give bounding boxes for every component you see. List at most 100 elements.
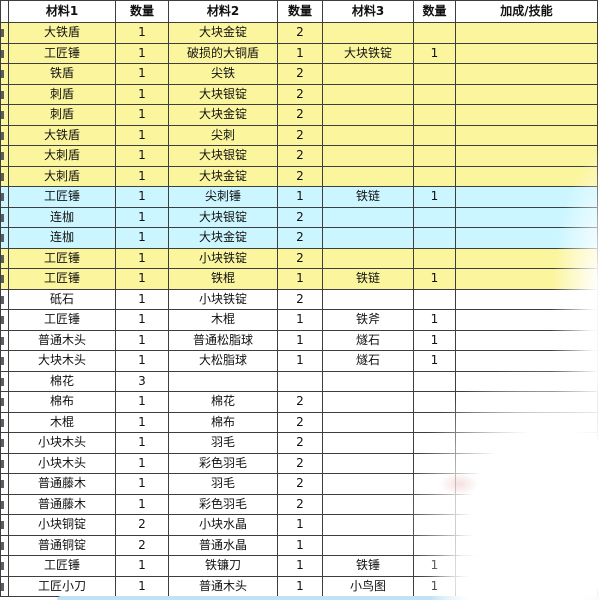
- cell-material3[interactable]: [322, 370, 414, 392]
- cell-bonus-skill[interactable]: [455, 391, 598, 413]
- col-header-qty2[interactable]: 数量: [277, 0, 323, 23]
- cell-qty1[interactable]: 1: [115, 247, 169, 269]
- cell-bonus-skill[interactable]: [455, 247, 598, 269]
- cell-bonus-skill[interactable]: [455, 350, 598, 372]
- cell-qty1[interactable]: 1: [115, 206, 169, 228]
- cell-qty1[interactable]: 1: [115, 268, 169, 290]
- cell-qty3[interactable]: [413, 452, 456, 474]
- cell-qty3[interactable]: [413, 63, 456, 85]
- cell-qty1[interactable]: 1: [115, 83, 169, 105]
- cell-bonus-skill[interactable]: [455, 104, 598, 126]
- cell-material1[interactable]: 工匠锤: [8, 268, 116, 290]
- cell-qty2[interactable]: 2: [277, 63, 323, 85]
- cell-material2[interactable]: 羽毛: [168, 473, 278, 495]
- cell-qty3[interactable]: 1: [413, 268, 456, 290]
- cell-material1[interactable]: 小块木头: [8, 452, 116, 474]
- cell-qty3[interactable]: 1: [413, 575, 456, 597]
- cell-bonus-skill[interactable]: [455, 22, 598, 44]
- cell-material2[interactable]: 彩色羽毛: [168, 493, 278, 515]
- cell-qty3[interactable]: [413, 493, 456, 515]
- cell-material2[interactable]: 铁镰刀: [168, 555, 278, 577]
- cell-qty3[interactable]: [413, 514, 456, 536]
- col-header-material3[interactable]: 材料3: [322, 0, 414, 23]
- cell-material1[interactable]: 刺盾: [8, 104, 116, 126]
- cell-material1[interactable]: 小块木头: [8, 432, 116, 454]
- cell-qty3[interactable]: [413, 432, 456, 454]
- col-header-qty3[interactable]: 数量: [413, 0, 456, 23]
- cell-bonus-skill[interactable]: [455, 145, 598, 167]
- cell-qty2[interactable]: [277, 370, 323, 392]
- cell-bonus-skill[interactable]: [455, 83, 598, 105]
- cell-material1[interactable]: 普通木头: [8, 329, 116, 351]
- cell-qty1[interactable]: 1: [115, 391, 169, 413]
- cell-qty1[interactable]: 1: [115, 124, 169, 146]
- cell-material3[interactable]: [322, 391, 414, 413]
- cell-material1[interactable]: 大铁盾: [8, 124, 116, 146]
- cell-bonus-skill[interactable]: [455, 370, 598, 392]
- cell-material1[interactable]: 木棍: [8, 411, 116, 433]
- cell-bonus-skill[interactable]: [455, 63, 598, 85]
- cell-material1[interactable]: 棉花: [8, 370, 116, 392]
- cell-qty2[interactable]: 2: [277, 493, 323, 515]
- cell-bonus-skill[interactable]: [455, 124, 598, 146]
- cell-material2[interactable]: 羽毛: [168, 432, 278, 454]
- cell-material1[interactable]: 工匠锤: [8, 186, 116, 208]
- cell-material1[interactable]: 大铁盾: [8, 22, 116, 44]
- cell-qty1[interactable]: 1: [115, 350, 169, 372]
- cell-qty1[interactable]: 1: [115, 309, 169, 331]
- cell-material2[interactable]: 普通水晶: [168, 534, 278, 556]
- cell-qty3[interactable]: [413, 206, 456, 228]
- cell-material3[interactable]: 燧石: [322, 329, 414, 351]
- cell-qty2[interactable]: 1: [277, 268, 323, 290]
- cell-material2[interactable]: 大块银锭: [168, 145, 278, 167]
- cell-qty2[interactable]: 2: [277, 124, 323, 146]
- cell-qty1[interactable]: 1: [115, 288, 169, 310]
- cell-material1[interactable]: 连枷: [8, 227, 116, 249]
- cell-qty2[interactable]: 1: [277, 534, 323, 556]
- cell-bonus-skill[interactable]: [455, 268, 598, 290]
- cell-material2[interactable]: 普通木头: [168, 575, 278, 597]
- cell-qty2[interactable]: 2: [277, 227, 323, 249]
- cell-bonus-skill[interactable]: [455, 452, 598, 474]
- cell-qty1[interactable]: 1: [115, 165, 169, 187]
- cell-qty1[interactable]: 3: [115, 370, 169, 392]
- col-header-bonus-skill[interactable]: 加成/技能: [455, 0, 598, 23]
- cell-qty2[interactable]: 2: [277, 22, 323, 44]
- cell-qty2[interactable]: 2: [277, 288, 323, 310]
- cell-material3[interactable]: [322, 411, 414, 433]
- cell-bonus-skill[interactable]: [455, 493, 598, 515]
- cell-qty3[interactable]: [413, 22, 456, 44]
- cell-qty1[interactable]: 1: [115, 411, 169, 433]
- cell-bonus-skill[interactable]: [455, 514, 598, 536]
- cell-material2[interactable]: 大松脂球: [168, 350, 278, 372]
- cell-qty1[interactable]: 1: [115, 555, 169, 577]
- cell-material2[interactable]: 尖铁: [168, 63, 278, 85]
- cell-material1[interactable]: 大块木头: [8, 350, 116, 372]
- cell-qty2[interactable]: 2: [277, 411, 323, 433]
- cell-material1[interactable]: 大刺盾: [8, 165, 116, 187]
- cell-qty1[interactable]: 1: [115, 575, 169, 597]
- cell-bonus-skill[interactable]: [455, 206, 598, 228]
- cell-material1[interactable]: 铁盾: [8, 63, 116, 85]
- cell-qty3[interactable]: 1: [413, 42, 456, 64]
- cell-material1[interactable]: 刺盾: [8, 83, 116, 105]
- cell-qty1[interactable]: 1: [115, 104, 169, 126]
- cell-qty3[interactable]: [413, 370, 456, 392]
- cell-qty2[interactable]: 2: [277, 206, 323, 228]
- cell-bonus-skill[interactable]: [455, 42, 598, 64]
- cell-material2[interactable]: 大块金锭: [168, 227, 278, 249]
- cell-qty1[interactable]: 1: [115, 473, 169, 495]
- col-header-material1[interactable]: 材料1: [8, 0, 116, 23]
- cell-qty2[interactable]: 2: [277, 452, 323, 474]
- cell-material3[interactable]: [322, 124, 414, 146]
- cell-qty1[interactable]: 1: [115, 63, 169, 85]
- cell-material2[interactable]: 大块金锭: [168, 165, 278, 187]
- cell-qty3[interactable]: [413, 165, 456, 187]
- cell-material1[interactable]: 工匠锤: [8, 555, 116, 577]
- cell-material3[interactable]: [322, 288, 414, 310]
- cell-bonus-skill[interactable]: [455, 309, 598, 331]
- cell-qty1[interactable]: 1: [115, 145, 169, 167]
- cell-qty1[interactable]: 1: [115, 329, 169, 351]
- cell-qty3[interactable]: [413, 83, 456, 105]
- cell-qty2[interactable]: 2: [277, 391, 323, 413]
